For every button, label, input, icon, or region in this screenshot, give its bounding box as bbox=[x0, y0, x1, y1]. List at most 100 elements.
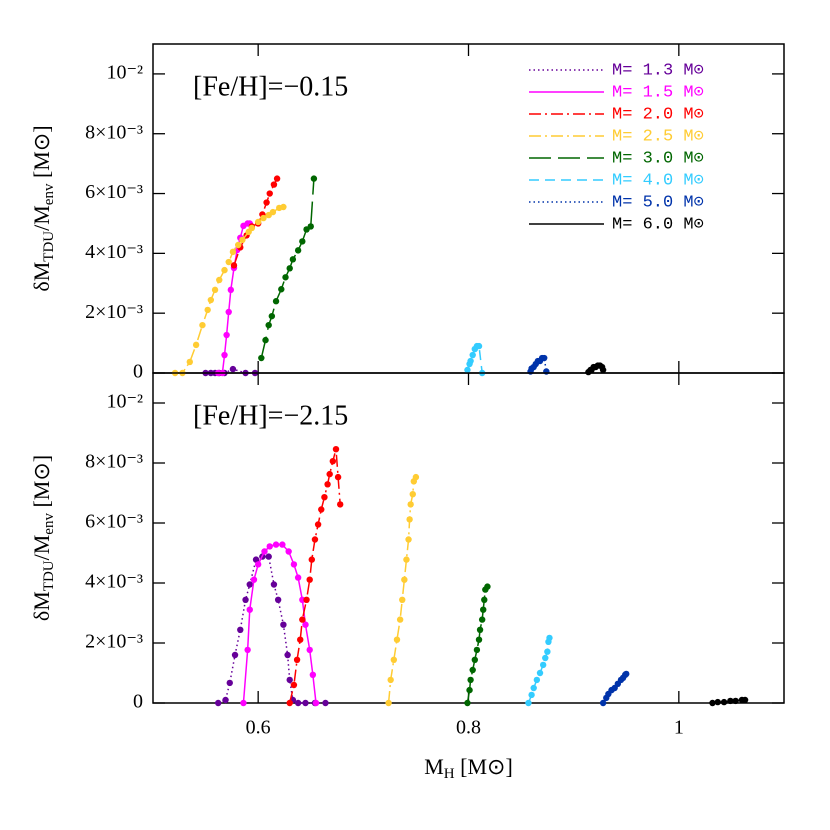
data-point bbox=[528, 691, 535, 699]
data-point bbox=[260, 214, 267, 222]
x-axis-label-part: [M⊙] bbox=[455, 754, 513, 779]
data-point bbox=[272, 298, 280, 305]
data-point bbox=[290, 681, 298, 689]
data-point bbox=[393, 636, 401, 643]
data-point bbox=[727, 697, 734, 705]
data-point bbox=[250, 576, 258, 583]
y-tick-label: 6×10⁻³ bbox=[85, 511, 143, 533]
data-point bbox=[533, 676, 541, 684]
data-point bbox=[268, 312, 276, 320]
legend-label: M= 6.0 M⊙ bbox=[612, 215, 704, 234]
y-axis-label-part: env bbox=[41, 513, 57, 535]
data-point bbox=[306, 576, 313, 583]
data-point bbox=[599, 366, 607, 374]
data-point bbox=[299, 616, 306, 623]
data-point bbox=[293, 656, 301, 663]
data-point bbox=[314, 521, 322, 528]
data-point bbox=[720, 698, 728, 706]
data-point bbox=[469, 666, 476, 674]
x-axis-label-part: M bbox=[424, 754, 444, 779]
data-point bbox=[244, 646, 251, 654]
data-point bbox=[546, 634, 553, 642]
data-point bbox=[471, 656, 479, 663]
y-axis-label-part: [M⊙] bbox=[29, 125, 54, 183]
data-point bbox=[525, 699, 532, 707]
data-point bbox=[481, 596, 488, 603]
data-point bbox=[396, 616, 404, 623]
series-line bbox=[218, 222, 250, 374]
y-tick-label: 4×10⁻³ bbox=[85, 571, 143, 593]
data-point bbox=[709, 699, 716, 707]
data-point bbox=[186, 358, 194, 366]
data-point bbox=[322, 699, 329, 707]
data-point bbox=[231, 651, 239, 659]
data-point bbox=[273, 175, 281, 182]
data-point bbox=[282, 274, 289, 281]
y-axis-label-part: δM bbox=[29, 262, 54, 292]
data-point bbox=[252, 556, 260, 563]
data-point bbox=[261, 548, 268, 555]
data-point bbox=[385, 699, 392, 707]
data-point bbox=[480, 606, 487, 613]
data-point bbox=[204, 306, 211, 314]
legend-label: M= 2.0 M⊙ bbox=[612, 105, 704, 124]
data-point bbox=[467, 357, 474, 365]
data-point bbox=[478, 616, 486, 623]
data-point bbox=[254, 561, 262, 568]
data-point bbox=[321, 494, 328, 501]
data-point bbox=[714, 698, 721, 706]
data-point bbox=[324, 481, 331, 488]
data-point bbox=[265, 553, 272, 560]
data-point bbox=[230, 262, 238, 269]
data-point bbox=[475, 342, 483, 350]
data-point bbox=[467, 676, 474, 684]
y-tick-label: 0 bbox=[133, 691, 143, 713]
data-point bbox=[312, 699, 320, 707]
data-point bbox=[326, 470, 333, 478]
data-point bbox=[215, 699, 222, 707]
data-point bbox=[240, 699, 247, 707]
data-point bbox=[223, 331, 230, 339]
x-axis-label-part: H bbox=[444, 766, 455, 782]
data-point bbox=[309, 671, 317, 678]
data-point bbox=[476, 626, 484, 633]
data-point bbox=[226, 679, 233, 687]
data-point bbox=[284, 651, 291, 659]
legend-label: M= 5.0 M⊙ bbox=[612, 193, 704, 212]
y-axis-label-part: /M bbox=[29, 535, 54, 561]
data-point bbox=[285, 548, 292, 555]
data-point bbox=[234, 241, 242, 249]
data-point bbox=[390, 656, 398, 663]
y-axis-label: δMTDU/Menv [M⊙] bbox=[29, 125, 57, 291]
data-point bbox=[272, 541, 280, 548]
data-point bbox=[237, 626, 244, 633]
data-point bbox=[279, 541, 286, 548]
data-point bbox=[407, 501, 414, 508]
x-tick-label: 1 bbox=[674, 717, 684, 739]
data-point bbox=[294, 699, 302, 707]
data-point bbox=[464, 699, 471, 707]
data-point bbox=[412, 473, 420, 481]
y-tick-label: 0 bbox=[133, 361, 143, 383]
data-point bbox=[221, 266, 228, 274]
data-point bbox=[306, 646, 313, 654]
data-point bbox=[222, 696, 229, 704]
data-point bbox=[239, 236, 246, 244]
data-point bbox=[329, 458, 337, 465]
data-point bbox=[303, 596, 310, 603]
data-point bbox=[280, 621, 287, 628]
data-point bbox=[286, 676, 293, 684]
data-point bbox=[289, 256, 297, 263]
data-point bbox=[473, 646, 481, 654]
data-point bbox=[269, 208, 277, 216]
data-point bbox=[294, 574, 302, 581]
data-point bbox=[409, 491, 416, 498]
data-point bbox=[263, 199, 270, 206]
data-point bbox=[227, 286, 235, 294]
x-axis-label: MH [M⊙] bbox=[424, 754, 513, 782]
data-point bbox=[270, 181, 278, 188]
data-point bbox=[266, 190, 273, 197]
data-point bbox=[274, 596, 282, 603]
data-point bbox=[469, 351, 476, 359]
y-tick-label: 6×10⁻³ bbox=[85, 181, 143, 203]
